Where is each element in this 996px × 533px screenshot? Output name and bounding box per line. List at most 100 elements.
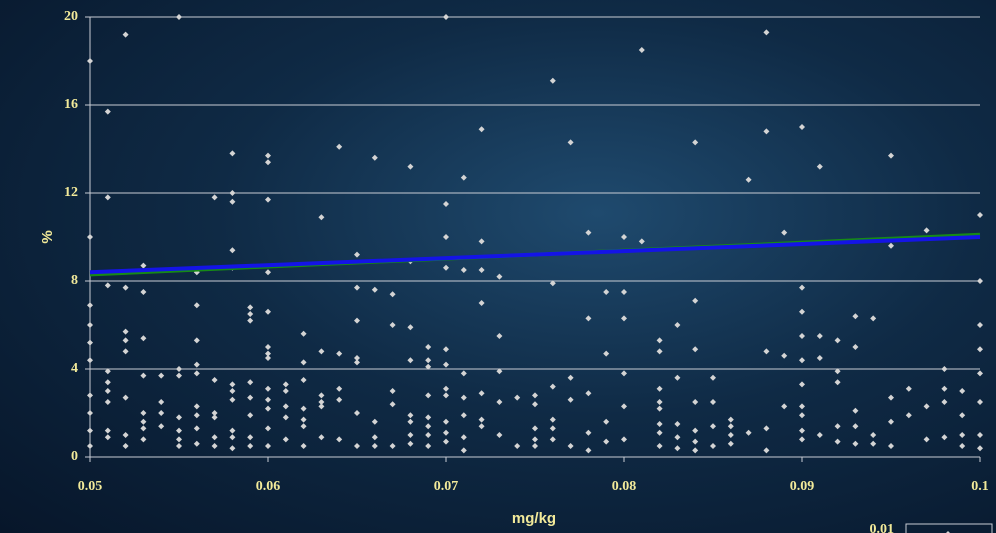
- point: [354, 443, 360, 449]
- point: [318, 403, 325, 410]
- point: [621, 289, 627, 295]
- point: [318, 214, 325, 221]
- point: [193, 403, 200, 410]
- point: [977, 445, 983, 452]
- point: [496, 399, 503, 405]
- point: [87, 234, 93, 240]
- point: [656, 421, 663, 427]
- point: [443, 346, 449, 353]
- point: [923, 227, 930, 234]
- point: [656, 443, 663, 449]
- point: [941, 366, 948, 372]
- point: [585, 390, 592, 397]
- point: [193, 337, 200, 344]
- point: [336, 396, 343, 403]
- point: [176, 427, 182, 434]
- point: [727, 416, 734, 423]
- point: [549, 77, 556, 84]
- point: [247, 434, 254, 441]
- point: [104, 368, 111, 375]
- point: [496, 273, 503, 280]
- point: [478, 126, 485, 133]
- point: [265, 344, 271, 350]
- point: [229, 396, 236, 403]
- point: [549, 425, 556, 432]
- point: [852, 313, 859, 320]
- point: [692, 297, 699, 304]
- point: [621, 403, 627, 410]
- point: [549, 436, 556, 443]
- point: [87, 339, 93, 346]
- point: [104, 194, 111, 201]
- point: [532, 443, 538, 449]
- point: [692, 346, 699, 353]
- point: [888, 394, 894, 401]
- point: [460, 174, 467, 181]
- point: [407, 418, 414, 425]
- point: [211, 377, 218, 383]
- point: [229, 388, 236, 394]
- point: [870, 440, 877, 447]
- point: [229, 247, 236, 254]
- point: [763, 447, 770, 454]
- point: [336, 350, 343, 357]
- point: [318, 399, 325, 405]
- point: [300, 377, 307, 383]
- point: [425, 357, 432, 364]
- point: [638, 47, 645, 53]
- point: [193, 370, 200, 377]
- point: [799, 124, 805, 130]
- point: [87, 322, 93, 328]
- point: [692, 427, 699, 434]
- point: [692, 438, 699, 445]
- point: [300, 423, 307, 430]
- point: [977, 432, 983, 438]
- point: [781, 352, 788, 359]
- point: [443, 264, 449, 271]
- point: [104, 434, 111, 441]
- point: [710, 423, 716, 430]
- point: [603, 418, 610, 425]
- point: [727, 432, 734, 438]
- point: [425, 443, 432, 449]
- trend-line: [89, 235, 981, 275]
- point: [478, 238, 485, 245]
- point: [87, 427, 93, 434]
- point: [300, 416, 307, 423]
- x-axis-label: mg/kg: [512, 510, 556, 527]
- point: [710, 399, 716, 405]
- point: [104, 282, 111, 289]
- x-tick-label: 0.07: [434, 479, 459, 494]
- point: [122, 337, 129, 344]
- point: [621, 234, 627, 240]
- point: [193, 361, 200, 368]
- point: [140, 436, 147, 443]
- point: [371, 154, 378, 161]
- point: [158, 410, 165, 416]
- point: [104, 399, 111, 405]
- point: [656, 337, 663, 344]
- legend: 0.01: [870, 522, 993, 533]
- point: [460, 394, 467, 401]
- point: [959, 388, 966, 394]
- point: [816, 355, 823, 361]
- x-tick-label: 0.08: [612, 479, 637, 494]
- point: [674, 374, 681, 381]
- point: [265, 308, 271, 315]
- point: [211, 194, 218, 201]
- point: [834, 379, 841, 386]
- point: [870, 432, 877, 438]
- point: [265, 385, 271, 392]
- point: [265, 159, 271, 166]
- point: [425, 432, 432, 438]
- point: [265, 405, 271, 412]
- point: [443, 392, 449, 399]
- point: [247, 304, 254, 311]
- point: [621, 315, 627, 322]
- point: [585, 447, 592, 454]
- point: [443, 429, 449, 436]
- point: [888, 443, 894, 449]
- point: [941, 385, 948, 392]
- point: [282, 381, 289, 388]
